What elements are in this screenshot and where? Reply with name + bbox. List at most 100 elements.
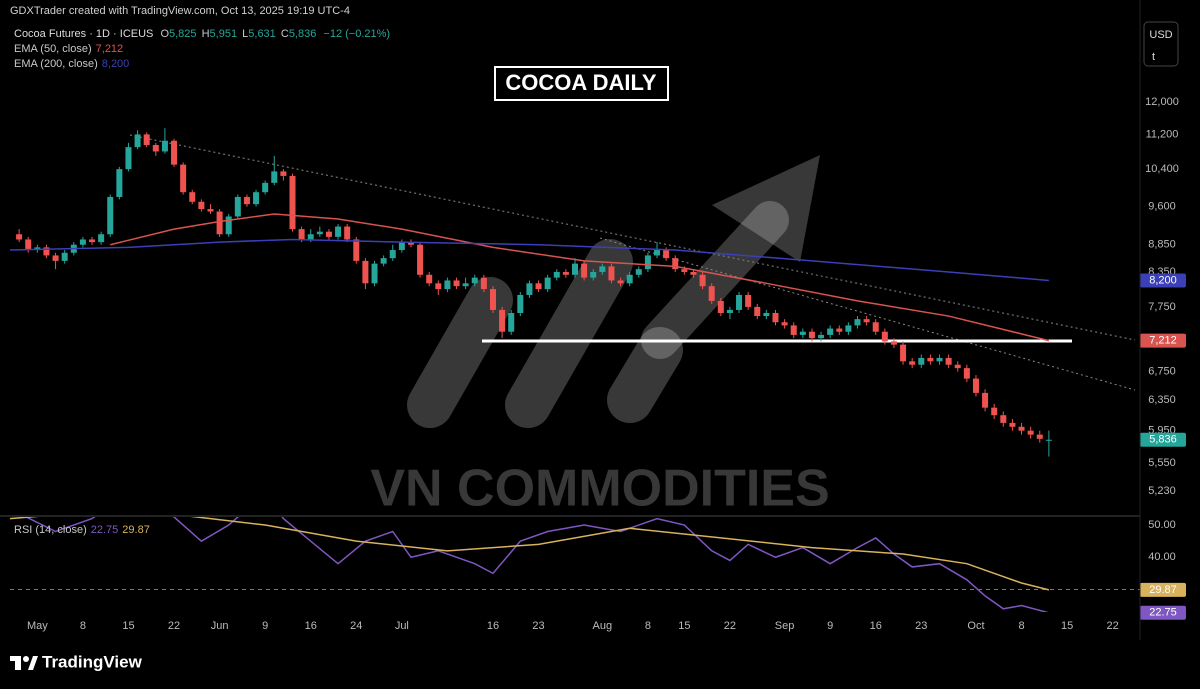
candle-body bbox=[371, 263, 378, 284]
currency-box[interactable] bbox=[1143, 21, 1179, 67]
currency: USD bbox=[1149, 29, 1172, 41]
candle-body bbox=[644, 255, 651, 270]
price-badge-label: 29.87 bbox=[1149, 584, 1177, 596]
legend-name: RSI (14, close) bbox=[14, 524, 87, 536]
candle-body bbox=[280, 171, 287, 176]
candle-body bbox=[180, 164, 187, 193]
candle-body bbox=[863, 319, 870, 323]
candle-body bbox=[954, 364, 961, 369]
candle-body bbox=[116, 169, 123, 197]
candle-body bbox=[1000, 415, 1007, 423]
candle-body bbox=[298, 229, 305, 240]
candle-body bbox=[152, 144, 159, 152]
candle-body bbox=[489, 289, 496, 310]
candle-body bbox=[991, 407, 998, 416]
x-tick-label: 24 bbox=[350, 620, 362, 632]
candle-body bbox=[389, 250, 396, 259]
watermark-text: VN COMMODITIES bbox=[370, 460, 829, 518]
y-tick-label: 5,550 bbox=[1148, 457, 1176, 469]
candle-body bbox=[772, 312, 779, 323]
x-tick-label: May bbox=[27, 620, 48, 632]
candle-body bbox=[736, 294, 743, 310]
candle-body bbox=[982, 392, 989, 408]
candle-body bbox=[43, 247, 50, 256]
candle-body bbox=[881, 331, 888, 342]
candle-body bbox=[52, 255, 59, 261]
candle-body bbox=[161, 140, 168, 152]
candle-body bbox=[362, 260, 369, 284]
candle-body bbox=[271, 171, 278, 183]
change: −12 (−0.21%) bbox=[323, 28, 390, 40]
y-tick-label: 8,850 bbox=[1148, 239, 1176, 251]
candle-body bbox=[325, 231, 332, 237]
ohlc-value: 5,631 bbox=[248, 28, 276, 40]
watermark-logo bbox=[407, 201, 789, 428]
x-tick-label: 16 bbox=[305, 620, 317, 632]
candle-body bbox=[799, 331, 806, 335]
candle-body bbox=[380, 258, 387, 264]
candle-body bbox=[253, 192, 260, 205]
candle-body bbox=[635, 269, 642, 275]
candle-body bbox=[1045, 439, 1052, 441]
candle-body bbox=[462, 283, 469, 287]
logo-text: TradingView bbox=[42, 652, 143, 671]
candle-body bbox=[353, 239, 360, 261]
candle-body bbox=[581, 263, 588, 278]
candle-body bbox=[672, 258, 679, 270]
candle-body bbox=[480, 277, 487, 290]
candle-body bbox=[262, 182, 269, 193]
candle-body bbox=[763, 312, 770, 317]
candle-body bbox=[407, 242, 414, 245]
candle-body bbox=[125, 147, 132, 170]
candle-body bbox=[335, 226, 342, 237]
candle-body bbox=[1009, 422, 1016, 427]
price-badge-label: 8,200 bbox=[1149, 274, 1177, 286]
x-tick-label: Jul bbox=[395, 620, 409, 632]
candle-body bbox=[590, 271, 597, 278]
legend-row: EMA (50, close) 7,212 bbox=[14, 43, 123, 55]
watermark-arrowhead bbox=[712, 155, 820, 262]
candle-body bbox=[608, 266, 615, 281]
y-tick-label: 9,600 bbox=[1148, 201, 1176, 213]
y-tick-label: 7,750 bbox=[1148, 301, 1176, 313]
y-tick-label: 12,000 bbox=[1145, 96, 1179, 108]
x-tick-label: 8 bbox=[80, 620, 86, 632]
candle-body bbox=[909, 361, 916, 365]
candle-body bbox=[535, 283, 542, 290]
ohlc-value: 5,836 bbox=[289, 28, 317, 40]
ohlc-key: C bbox=[281, 28, 289, 40]
x-tick-label: Oct bbox=[967, 620, 984, 632]
x-tick-label: 9 bbox=[262, 620, 268, 632]
y-tick-label: 40.00 bbox=[1148, 551, 1176, 563]
candle-body bbox=[307, 234, 314, 240]
legend-name: EMA (50, close) bbox=[14, 43, 92, 55]
ohlc-value: 5,951 bbox=[210, 28, 238, 40]
candle-body bbox=[836, 328, 843, 332]
candle-body bbox=[453, 280, 460, 287]
candle-body bbox=[553, 271, 560, 278]
x-tick-label: Sep bbox=[775, 620, 795, 632]
y-tick-label: 5,230 bbox=[1148, 485, 1176, 497]
candle-body bbox=[845, 325, 852, 332]
y-tick-label: 6,750 bbox=[1148, 366, 1176, 378]
chart-title: COCOA DAILY bbox=[505, 70, 656, 95]
candle-body bbox=[398, 242, 405, 251]
candle-body bbox=[790, 325, 797, 335]
candle-body bbox=[699, 274, 706, 287]
candle-body bbox=[945, 357, 952, 365]
trendline bbox=[129, 134, 1136, 341]
ohlc-key: H bbox=[202, 28, 210, 40]
price-plot bbox=[10, 128, 1052, 457]
candle-body bbox=[61, 252, 68, 261]
title-box bbox=[494, 66, 669, 101]
candle-body bbox=[708, 286, 715, 301]
candle-body bbox=[854, 319, 861, 326]
candle-body bbox=[171, 140, 178, 165]
axes: May 8 15 22 Jun 9 16 24 Jul 16 23 Aug 8 15 22 Sep 9 16 23 O… bbox=[27, 96, 1186, 632]
price-badge bbox=[1140, 432, 1186, 447]
candle-body bbox=[599, 266, 606, 272]
candle-body bbox=[890, 341, 897, 345]
price-badge-label: 5,836 bbox=[1149, 434, 1177, 446]
candle-body bbox=[544, 277, 551, 290]
